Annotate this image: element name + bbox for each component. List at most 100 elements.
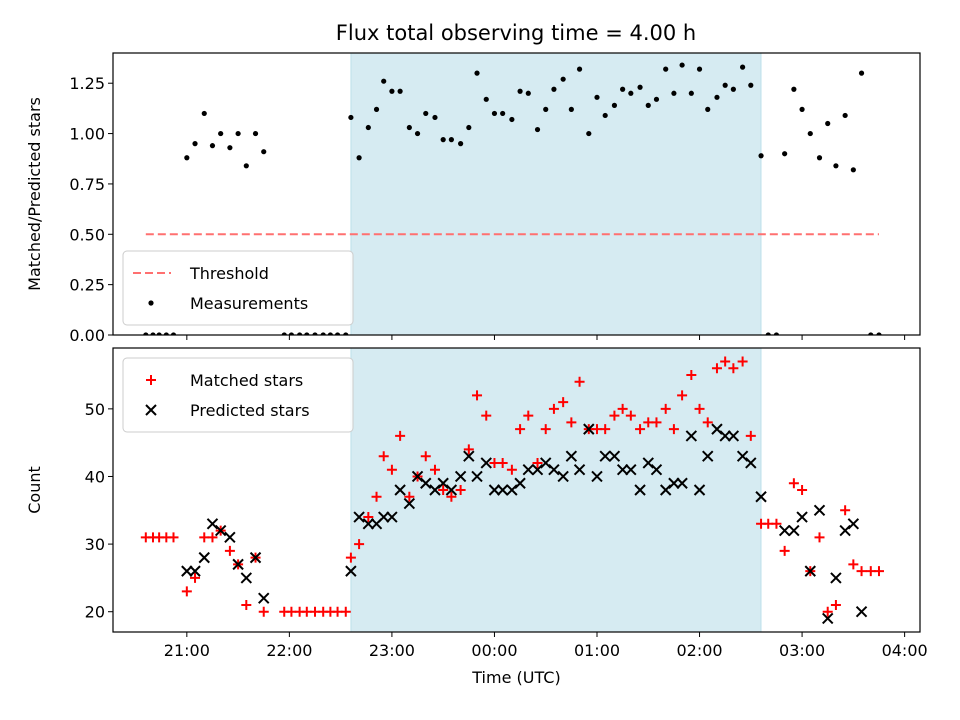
matched-star-point <box>771 518 782 529</box>
measurement-point <box>281 332 287 335</box>
measurement-point <box>227 145 233 151</box>
matched-star-point <box>840 505 851 516</box>
measurement-point <box>594 94 600 100</box>
measurement-point <box>297 332 303 335</box>
predicted-star-point <box>599 450 611 462</box>
observing-window <box>350 347 762 633</box>
measurement-point <box>868 332 874 335</box>
measurement-point <box>327 332 333 335</box>
measurement-point <box>235 130 241 137</box>
predicted-star-point <box>796 511 808 523</box>
predicted-star-point <box>778 524 791 537</box>
matched-star-point <box>737 356 748 367</box>
x-tick-label: 04:00 <box>882 641 928 660</box>
matched-star-point <box>651 417 662 428</box>
measurement-point <box>320 332 326 335</box>
measurement-point <box>432 114 438 121</box>
y-tick-label: 30 <box>85 535 105 554</box>
measurement-point <box>218 130 224 137</box>
predicted-star-point <box>616 464 629 476</box>
matched-star-point <box>354 539 365 550</box>
matched-star-point <box>660 403 671 414</box>
matched-star-point <box>779 545 790 556</box>
predicted-star-point <box>608 450 621 462</box>
measurement-point <box>406 124 412 131</box>
measurement-point <box>740 64 746 70</box>
predicted-star-point <box>659 484 672 496</box>
predicted-star-point <box>437 477 449 489</box>
predicted-star-point <box>378 511 390 523</box>
matched-star-point <box>668 424 679 435</box>
measurement-point <box>365 124 371 131</box>
predicted-star-point <box>702 450 714 462</box>
predicted-star-point <box>573 464 586 476</box>
matched-star-point <box>523 410 534 421</box>
matched-star-point <box>258 606 269 617</box>
predicted-star-point <box>668 477 680 489</box>
matched-star-point <box>371 491 382 502</box>
measurement-point <box>688 90 694 96</box>
matched-star-point <box>788 478 799 489</box>
x-tick-label: 21:00 <box>164 641 210 660</box>
matched-star-point <box>566 417 577 428</box>
axes-frame <box>112 347 921 633</box>
flux-ratio-panel: 0.00 0.25 0.50 0.75 1.00 1.25 Matched/Predicte… <box>25 52 921 345</box>
measurement-point <box>201 110 207 117</box>
matched-star-point <box>378 451 389 462</box>
predicted-star-point <box>531 464 544 476</box>
x-tick-label: 22:00 <box>266 641 312 660</box>
legend-label: Matched stars <box>190 371 303 390</box>
matched-star-point <box>168 532 179 543</box>
predicted-star-point <box>522 464 534 476</box>
matched-star-point <box>532 457 543 468</box>
measurement-point <box>850 167 856 173</box>
y-tick-label: 1.00 <box>69 125 105 144</box>
x-tick-label: 02:00 <box>676 641 722 660</box>
measurement-point <box>551 86 557 92</box>
predicted-star-point <box>855 606 868 618</box>
x-tick-label: 03:00 <box>779 641 825 660</box>
legend-frame <box>122 250 354 326</box>
measurement-point <box>705 106 711 112</box>
predicted-star-point <box>445 484 458 496</box>
measurement-point <box>343 332 349 335</box>
measurement-point <box>356 155 362 161</box>
measurement-point <box>858 70 865 76</box>
predicted-star-point <box>420 477 432 489</box>
predicted-star-point <box>353 511 365 523</box>
x-tick-label: 01:00 <box>574 641 620 660</box>
predicted-star-point <box>548 464 560 476</box>
predicted-star-point <box>634 484 646 496</box>
measurement-point <box>312 332 318 335</box>
measurement-point <box>653 96 660 102</box>
matched-star-point <box>848 559 859 570</box>
measurement-point <box>458 141 464 147</box>
matched-star-point <box>702 417 713 428</box>
matched-star-point <box>814 532 825 543</box>
matched-star-point <box>506 464 517 475</box>
matched-star-point <box>515 424 526 435</box>
predicted-star-point <box>583 423 595 435</box>
matched-star-point <box>558 397 569 408</box>
measurement-point <box>334 332 341 335</box>
measurement-point <box>143 332 149 335</box>
predicted-star-point <box>362 518 375 530</box>
matched-star-point <box>207 532 218 543</box>
measurement-point <box>209 143 216 149</box>
measurement-point <box>423 110 429 117</box>
predicted-star-point <box>214 524 227 537</box>
y-tick-label: 40 <box>85 467 105 486</box>
predicted-star-point <box>249 551 262 564</box>
predicted-star-point <box>224 531 236 544</box>
predicted-star-point <box>463 450 475 462</box>
measurement-point <box>842 112 848 119</box>
legend-label: Predicted stars <box>190 401 310 420</box>
measurement-point <box>773 332 780 335</box>
measurement-point <box>833 163 839 169</box>
predicted-star-point <box>755 491 767 503</box>
matched-star-point <box>241 599 252 610</box>
matched-star-point <box>497 457 508 468</box>
matched-star-point <box>429 464 440 475</box>
matched-star-point <box>822 606 833 617</box>
